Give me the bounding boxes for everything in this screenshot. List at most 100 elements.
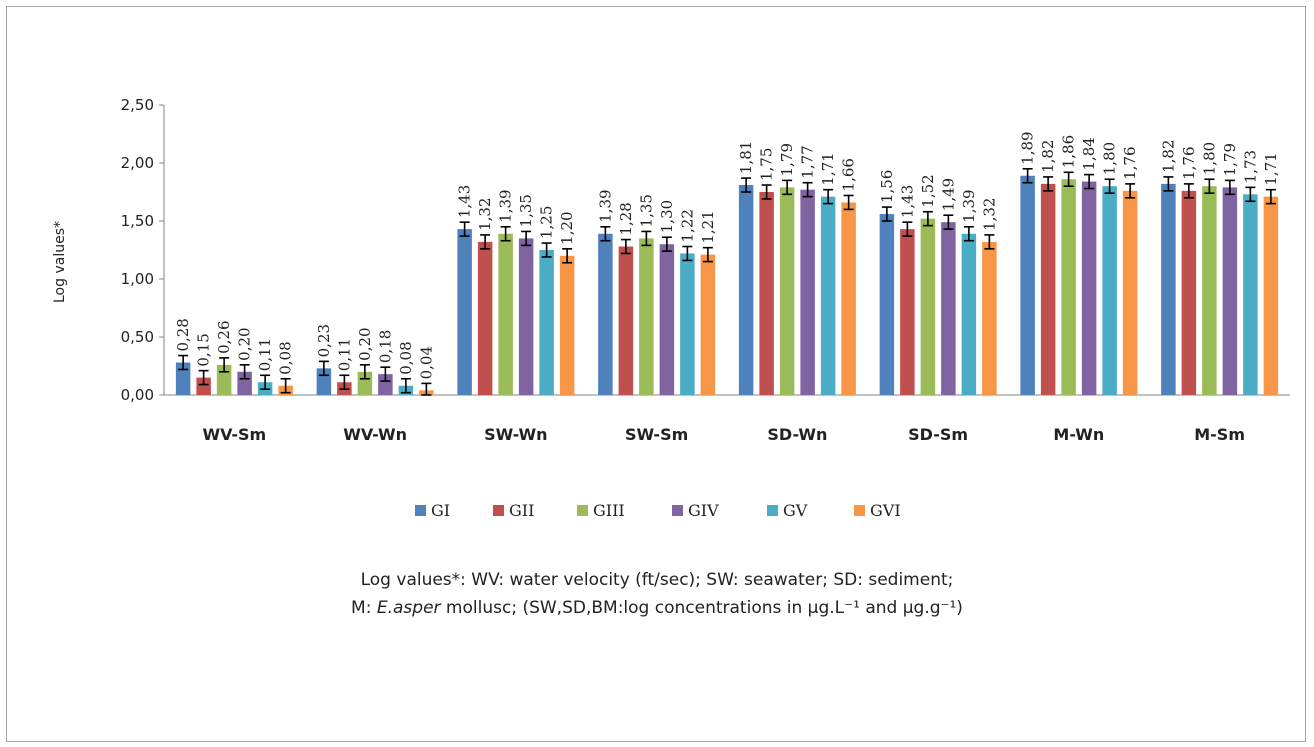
data-label: 0,08 bbox=[397, 341, 415, 374]
bar-gii-wv-sm bbox=[196, 377, 211, 395]
x-tick-label: WV-Sm bbox=[203, 425, 267, 444]
data-label: 1,80 bbox=[1101, 142, 1119, 175]
bar-gvi-sw-wn bbox=[559, 255, 575, 395]
bar-gi-sd-wn bbox=[738, 185, 754, 395]
data-label: 1,56 bbox=[878, 170, 896, 203]
data-label: 1,76 bbox=[1180, 146, 1198, 179]
legend-swatch-gii bbox=[493, 505, 504, 516]
legend-label-gi: GI bbox=[431, 501, 450, 520]
bar-giii-sw-sm bbox=[639, 238, 654, 395]
caption-line-2: M: E.asper mollusc; (SW,SD,BM:log concen… bbox=[0, 594, 1314, 622]
data-label: 1,84 bbox=[1080, 137, 1098, 170]
data-label: 1,80 bbox=[1200, 142, 1218, 175]
data-label: 1,39 bbox=[960, 189, 978, 222]
caption-line-1: Log values*: WV: water velocity (ft/sec)… bbox=[360, 570, 954, 590]
data-label: 1,49 bbox=[939, 178, 957, 211]
data-label: 1,43 bbox=[898, 185, 916, 218]
data-label: 0,23 bbox=[315, 324, 333, 357]
data-label: 1,39 bbox=[497, 189, 515, 222]
legend-swatch-gvi bbox=[854, 505, 865, 516]
data-label: 1,73 bbox=[1241, 150, 1259, 183]
bar-giv-sw-wn bbox=[518, 238, 534, 395]
bar-giv-m-wn bbox=[1081, 181, 1097, 395]
bar-giii-m-sm bbox=[1202, 186, 1217, 395]
bar-gvi-m-wn bbox=[1122, 190, 1138, 395]
bar-gv-m-wn bbox=[1102, 186, 1117, 395]
bar-gii-m-wn bbox=[1040, 183, 1056, 395]
bar-gv-sd-wn bbox=[820, 196, 836, 395]
data-label: 1,22 bbox=[678, 209, 696, 242]
figure-frame bbox=[6, 6, 1306, 742]
x-tick-label: SD-Sm bbox=[908, 425, 968, 444]
data-label: 1,39 bbox=[596, 189, 614, 222]
bar-giv-wv-wn bbox=[378, 374, 393, 395]
data-label: 1,66 bbox=[840, 158, 858, 191]
bar-gi-sd-sm bbox=[879, 214, 895, 395]
bar-gii-m-sm bbox=[1181, 190, 1197, 395]
y-tick-label: 2,50 bbox=[121, 96, 154, 114]
data-label: 0,26 bbox=[215, 320, 233, 353]
data-label: 1,52 bbox=[919, 174, 937, 207]
bar-gvi-sw-sm bbox=[700, 254, 716, 395]
y-tick-label: 2,00 bbox=[121, 154, 154, 172]
x-tick-label: SD-Wn bbox=[767, 425, 827, 444]
data-label: 0,20 bbox=[356, 327, 374, 360]
data-label: 1,81 bbox=[737, 141, 755, 174]
legend-swatch-giv bbox=[672, 505, 683, 516]
bar-gvi-m-sm bbox=[1263, 196, 1279, 395]
data-label: 1,30 bbox=[658, 200, 676, 233]
data-label: 1,71 bbox=[1262, 152, 1280, 185]
bar-gv-m-sm bbox=[1243, 194, 1258, 395]
bar-gii-sd-wn bbox=[759, 192, 774, 395]
data-label: 1,79 bbox=[1221, 143, 1239, 176]
caption: Log values*: WV: water velocity (ft/sec)… bbox=[0, 566, 1314, 622]
caption-species: E.asper bbox=[376, 598, 441, 618]
bar-gi-m-wn bbox=[1020, 175, 1035, 395]
bar-giii-wv-wn bbox=[357, 371, 373, 395]
legend-label-gv: GV bbox=[783, 501, 808, 520]
data-label: 0,28 bbox=[174, 318, 192, 351]
data-label: 1,75 bbox=[758, 148, 776, 181]
bar-giv-sw-sm bbox=[659, 244, 675, 395]
data-label: 1,32 bbox=[980, 198, 998, 231]
legend-label-giii: GIII bbox=[593, 501, 625, 520]
data-label: 0,11 bbox=[256, 338, 274, 371]
x-tick-label: M-Wn bbox=[1053, 425, 1104, 444]
x-tick-label: M-Sm bbox=[1194, 425, 1245, 444]
legend-label-gii: GII bbox=[509, 501, 534, 520]
y-tick-label: 1,50 bbox=[121, 212, 154, 230]
data-label: 0,15 bbox=[195, 333, 213, 366]
legend-label-giv: GIV bbox=[688, 501, 719, 520]
legend-swatch-giii bbox=[577, 505, 588, 516]
bar-giv-m-sm bbox=[1222, 187, 1238, 395]
bar-giii-m-wn bbox=[1061, 179, 1076, 395]
bar-gv-sw-sm bbox=[680, 253, 695, 395]
data-label: 1,32 bbox=[476, 198, 494, 231]
data-label: 1,25 bbox=[538, 206, 556, 239]
bar-giii-sd-sm bbox=[920, 218, 936, 395]
data-label: 1,86 bbox=[1060, 135, 1078, 168]
x-tick-label: SW-Wn bbox=[484, 425, 547, 444]
data-label: 1,71 bbox=[819, 152, 837, 185]
data-label: 0,08 bbox=[277, 341, 295, 374]
y-axis-label: Log values* bbox=[52, 221, 68, 303]
data-label: 1,35 bbox=[517, 194, 535, 227]
y-tick-label: 1,00 bbox=[121, 270, 154, 288]
x-tick-label: WV-Wn bbox=[343, 425, 407, 444]
y-tick-label: 0,50 bbox=[121, 328, 154, 346]
bar-gv-sw-wn bbox=[539, 250, 554, 395]
bar-gii-sw-sm bbox=[618, 246, 634, 395]
data-label: 1,82 bbox=[1039, 140, 1057, 173]
data-label: 0,18 bbox=[376, 330, 394, 363]
bar-gii-sd-sm bbox=[900, 229, 915, 395]
bar-gi-wv-sm bbox=[175, 362, 191, 395]
bar-gvi-sd-wn bbox=[841, 202, 856, 395]
data-label: 1,43 bbox=[456, 185, 474, 218]
data-label: 0,04 bbox=[417, 346, 435, 379]
bar-giv-sd-sm bbox=[941, 222, 956, 395]
data-label: 1,35 bbox=[637, 194, 655, 227]
caption-line-2-prefix: M: bbox=[351, 598, 377, 618]
data-label: 1,20 bbox=[558, 211, 576, 244]
data-label: 0,11 bbox=[335, 338, 353, 371]
